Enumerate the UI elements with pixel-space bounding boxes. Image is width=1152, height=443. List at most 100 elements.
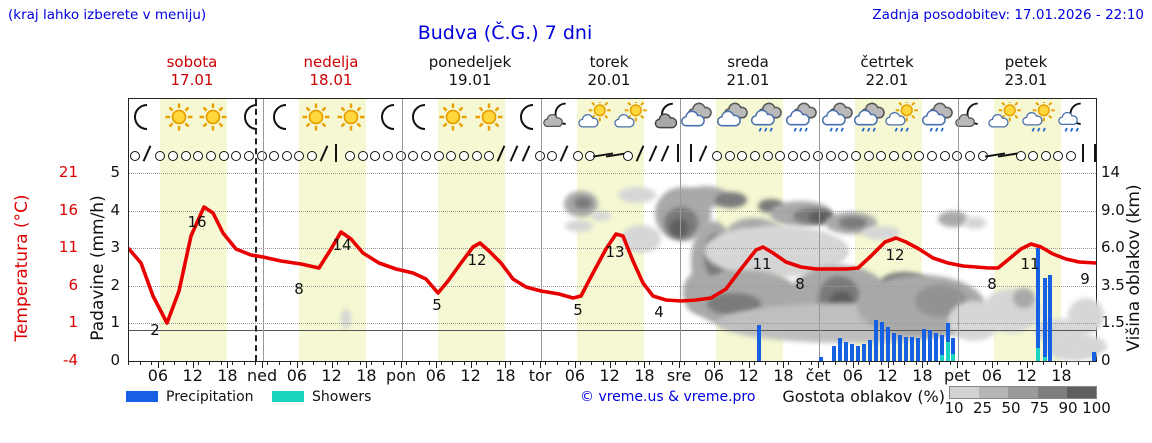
major-tick	[470, 361, 472, 368]
cloud-scale-tick-label: 10	[944, 399, 964, 417]
calm-wind-icon	[1028, 151, 1039, 161]
calm-wind-icon	[408, 151, 419, 161]
cloud-scale-segment	[979, 387, 1009, 398]
minor-tick	[290, 361, 292, 365]
minor-tick	[591, 361, 593, 365]
temperature-curve	[129, 205, 1096, 325]
precip-tick-label: 4	[110, 200, 120, 219]
credit-link[interactable]: © vreme.us & vreme.pro	[580, 389, 756, 405]
minor-tick	[348, 361, 350, 365]
precip-bar	[844, 342, 848, 361]
minor-tick	[857, 361, 859, 365]
cloud-blob	[862, 226, 900, 240]
wind-barb-icon	[1094, 144, 1097, 162]
major-tick	[922, 361, 924, 368]
major-tick	[748, 361, 750, 368]
cloud-scale-segment	[1037, 387, 1067, 398]
precip-bar	[1036, 248, 1040, 361]
calm-wind-icon	[787, 151, 798, 161]
minor-tick	[371, 361, 373, 365]
day-abbrev-label: čet	[805, 366, 831, 385]
cloud-height-tick-label: 9.0	[1101, 200, 1125, 219]
temp-tick-label: 11	[58, 238, 78, 257]
minor-tick	[487, 361, 489, 365]
minor-tick	[267, 361, 268, 365]
minor-tick	[649, 361, 651, 365]
hour-label: 12	[321, 366, 342, 385]
cloud-blob	[1068, 298, 1104, 334]
last-update-text: Zadnja posodobitev: 17.01.2026 - 22:10	[872, 7, 1144, 23]
minor-tick	[243, 361, 245, 365]
day-abbrev-label: tor	[528, 366, 552, 385]
precip-bar	[916, 338, 920, 361]
temp-value-label: 12	[467, 251, 487, 269]
calm-wind-icon	[231, 151, 242, 161]
major-tick	[783, 361, 785, 368]
wind-barb-icon	[676, 144, 679, 162]
minor-tick	[880, 361, 882, 365]
temp-value-label: 4	[654, 303, 664, 321]
temp-tick-label: 1	[68, 313, 78, 332]
hour-label: 06	[286, 366, 308, 385]
temp-tick-label: -4	[63, 351, 78, 369]
cloud-axis-title: Višina oblakov (km)	[1124, 184, 1144, 352]
minor-tick	[301, 361, 303, 365]
showers-swatch	[272, 391, 304, 402]
precipitation-swatch	[126, 391, 158, 402]
minor-tick	[915, 361, 917, 365]
temp-value-label: 8	[795, 275, 805, 293]
grid-line	[129, 173, 1096, 174]
minor-tick	[938, 361, 940, 365]
major-tick	[262, 361, 264, 368]
calm-wind-icon	[433, 151, 444, 161]
calm-wind-icon	[458, 151, 469, 161]
cloud-height-tick-label: 14	[1101, 163, 1121, 181]
cloud-blob	[1013, 288, 1035, 308]
day-header-date: 19.01	[448, 71, 492, 89]
minor-tick	[162, 361, 164, 365]
minor-tick	[579, 361, 581, 365]
cloud-scale-tick-label: 90	[1058, 399, 1078, 417]
minor-tick	[209, 361, 211, 365]
day-header-name: sobota	[166, 53, 218, 71]
major-tick	[713, 361, 715, 368]
grid-line	[129, 210, 1096, 212]
cloud-height-tick-label: 0	[1101, 351, 1111, 369]
precip-tick-label: 2	[110, 275, 120, 294]
cloud-density-scale	[949, 386, 1097, 399]
calm-wind-icon	[1040, 151, 1051, 161]
temp-value-label: 5	[573, 301, 583, 319]
precip-bar	[946, 323, 950, 361]
daylight-band	[299, 99, 366, 361]
major-tick	[609, 361, 611, 368]
day-header-name: četrtek	[860, 53, 914, 71]
minor-tick	[602, 361, 604, 365]
calm-wind-icon	[370, 151, 381, 161]
showers-label: Showers	[312, 389, 372, 405]
calm-wind-icon	[572, 151, 583, 161]
temp-value-label: 11	[1020, 255, 1040, 273]
temp-value-label: 5	[432, 296, 442, 314]
hour-label: 18	[495, 366, 516, 385]
hour-label: 06	[564, 366, 586, 385]
minor-tick	[510, 361, 512, 365]
hour-label: 06	[981, 366, 1003, 385]
hour-label: 12	[599, 366, 620, 385]
minor-tick	[313, 361, 315, 365]
cloud-scale-tick-label: 50	[1001, 399, 1021, 417]
calm-wind-icon	[180, 151, 191, 161]
major-tick	[296, 361, 298, 368]
minor-tick	[533, 361, 535, 365]
calm-wind-icon	[446, 151, 457, 161]
calm-wind-icon	[964, 151, 975, 161]
minor-tick	[394, 361, 396, 365]
day-header-date: 21.01	[726, 71, 770, 89]
calm-wind-icon	[357, 151, 368, 161]
calm-wind-icon	[307, 151, 318, 161]
cloud-blob	[964, 217, 986, 229]
calm-wind-icon	[914, 151, 925, 161]
cloud-height-tick-label: 1.5	[1101, 313, 1125, 332]
day-header-date: 18.01	[309, 71, 353, 89]
cloud-scale-segment	[1008, 387, 1038, 398]
temp-tick-label: 6	[68, 275, 78, 294]
